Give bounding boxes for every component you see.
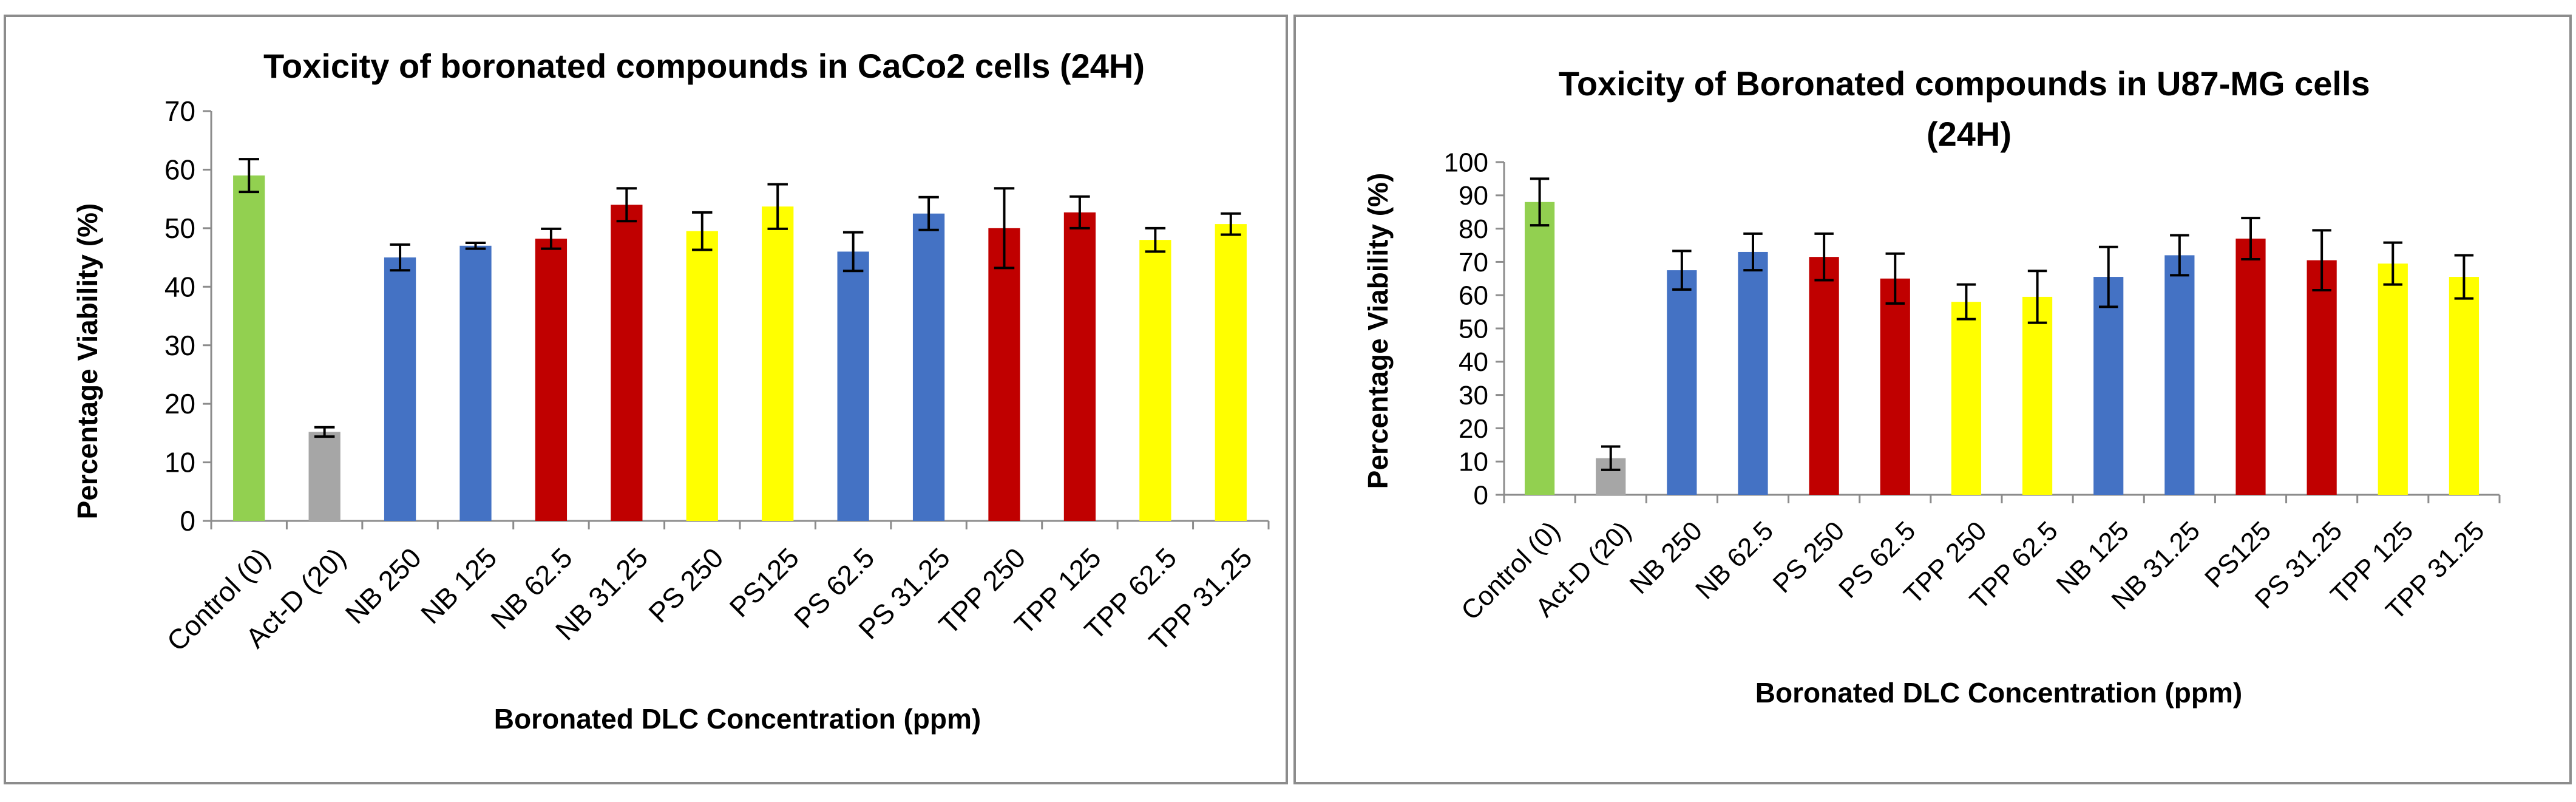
bar: [535, 239, 568, 521]
chart-panel-u87mg: Toxicity of Boronated compounds in U87-M…: [1293, 15, 2572, 784]
y-tick-label: 60: [1459, 281, 1488, 311]
error-bar: [2241, 217, 2260, 261]
error-bar: [2383, 241, 2403, 286]
bar: [686, 231, 718, 521]
y-tick-label: 20: [1459, 414, 1488, 444]
error-bar: [1672, 250, 1692, 291]
y-tick-label: 0: [1474, 480, 1488, 510]
y-tick-label: 0: [180, 505, 195, 537]
x-axis-title: Boronated DLC Concentration (ppm): [1755, 677, 2242, 709]
error-bar: [994, 187, 1015, 270]
error-bar: [616, 187, 637, 223]
error-bar: [2027, 270, 2047, 324]
chart-panel-caco2: Toxicity of boronated compounds in CaCo2…: [4, 15, 1288, 784]
bar: [611, 205, 643, 521]
bar: [2164, 255, 2195, 495]
error-bar: [2170, 234, 2189, 277]
error-bar: [1956, 283, 1976, 321]
bar: [2093, 277, 2124, 495]
bar: [1063, 212, 1096, 521]
error-bar: [1530, 177, 1550, 227]
bar: [1738, 251, 1768, 495]
y-tick-label: 30: [1459, 381, 1488, 410]
error-bar: [1743, 232, 1763, 272]
error-bar: [2312, 229, 2331, 291]
error-bar: [390, 243, 410, 272]
y-tick-label: 40: [1459, 347, 1488, 377]
y-tick-label: 10: [164, 447, 195, 478]
chart-title: Toxicity of boronated compounds in CaCo2…: [263, 47, 1145, 85]
y-tick-label: 100: [1444, 148, 1488, 177]
chart-frame: [1293, 15, 2572, 784]
bar: [1667, 270, 1697, 495]
chart-title: Toxicity of Boronated compounds in U87-M…: [1559, 64, 2379, 153]
bar: [2022, 296, 2053, 495]
bar: [1951, 302, 1982, 495]
y-tick-label: 10: [1459, 447, 1488, 477]
error-bar: [2454, 254, 2474, 300]
error-bar: [918, 195, 939, 231]
bar: [762, 206, 794, 521]
error-bar: [314, 426, 335, 438]
bar: [1809, 257, 1839, 495]
y-tick-label: 20: [164, 388, 195, 420]
bar: [459, 245, 492, 521]
bar: [988, 228, 1020, 521]
bar: [912, 213, 945, 521]
y-tick-label: 90: [1459, 181, 1488, 211]
bar: [2378, 263, 2408, 495]
chart-title-line-1: Toxicity of Boronated compounds in U87-M…: [1559, 64, 2370, 103]
y-tick-label: 70: [1459, 248, 1488, 277]
error-bar: [1814, 232, 1834, 282]
bar: [1524, 202, 1555, 495]
x-axis-title: Boronated DLC Concentration (ppm): [494, 703, 981, 735]
bar: [1880, 278, 1910, 495]
error-bar: [1601, 445, 1621, 471]
error-bar: [239, 158, 259, 194]
bar: [308, 432, 341, 521]
bar: [2307, 260, 2337, 495]
y-axis-title: Percentage Viability (%): [1362, 173, 1394, 489]
y-tick-label: 50: [1459, 314, 1488, 344]
y-tick-label: 50: [164, 212, 195, 244]
bar: [837, 251, 869, 521]
y-axis-title: Percentage Viability (%): [72, 203, 103, 520]
chart-title-line-2: (24H): [1927, 115, 2012, 153]
y-tick-label: 30: [164, 330, 195, 361]
bar: [1215, 224, 1247, 521]
error-bar: [692, 211, 713, 251]
error-bar: [1069, 195, 1090, 229]
bar: [2449, 277, 2479, 495]
y-tick-label: 40: [164, 271, 195, 302]
error-bar: [541, 227, 561, 250]
error-bar: [1221, 212, 1241, 236]
error-bar: [465, 241, 486, 250]
y-tick-label: 60: [164, 154, 195, 186]
error-bar: [1145, 226, 1166, 253]
bar: [2235, 239, 2266, 495]
error-bar: [1885, 252, 1905, 305]
error-bar: [842, 231, 864, 273]
bar: [384, 257, 416, 521]
bar: [233, 175, 265, 522]
error-bar: [2098, 245, 2118, 308]
y-tick-label: 70: [164, 95, 195, 127]
bar: [1139, 240, 1171, 521]
error-bar: [767, 183, 788, 230]
y-tick-label: 80: [1459, 214, 1488, 244]
